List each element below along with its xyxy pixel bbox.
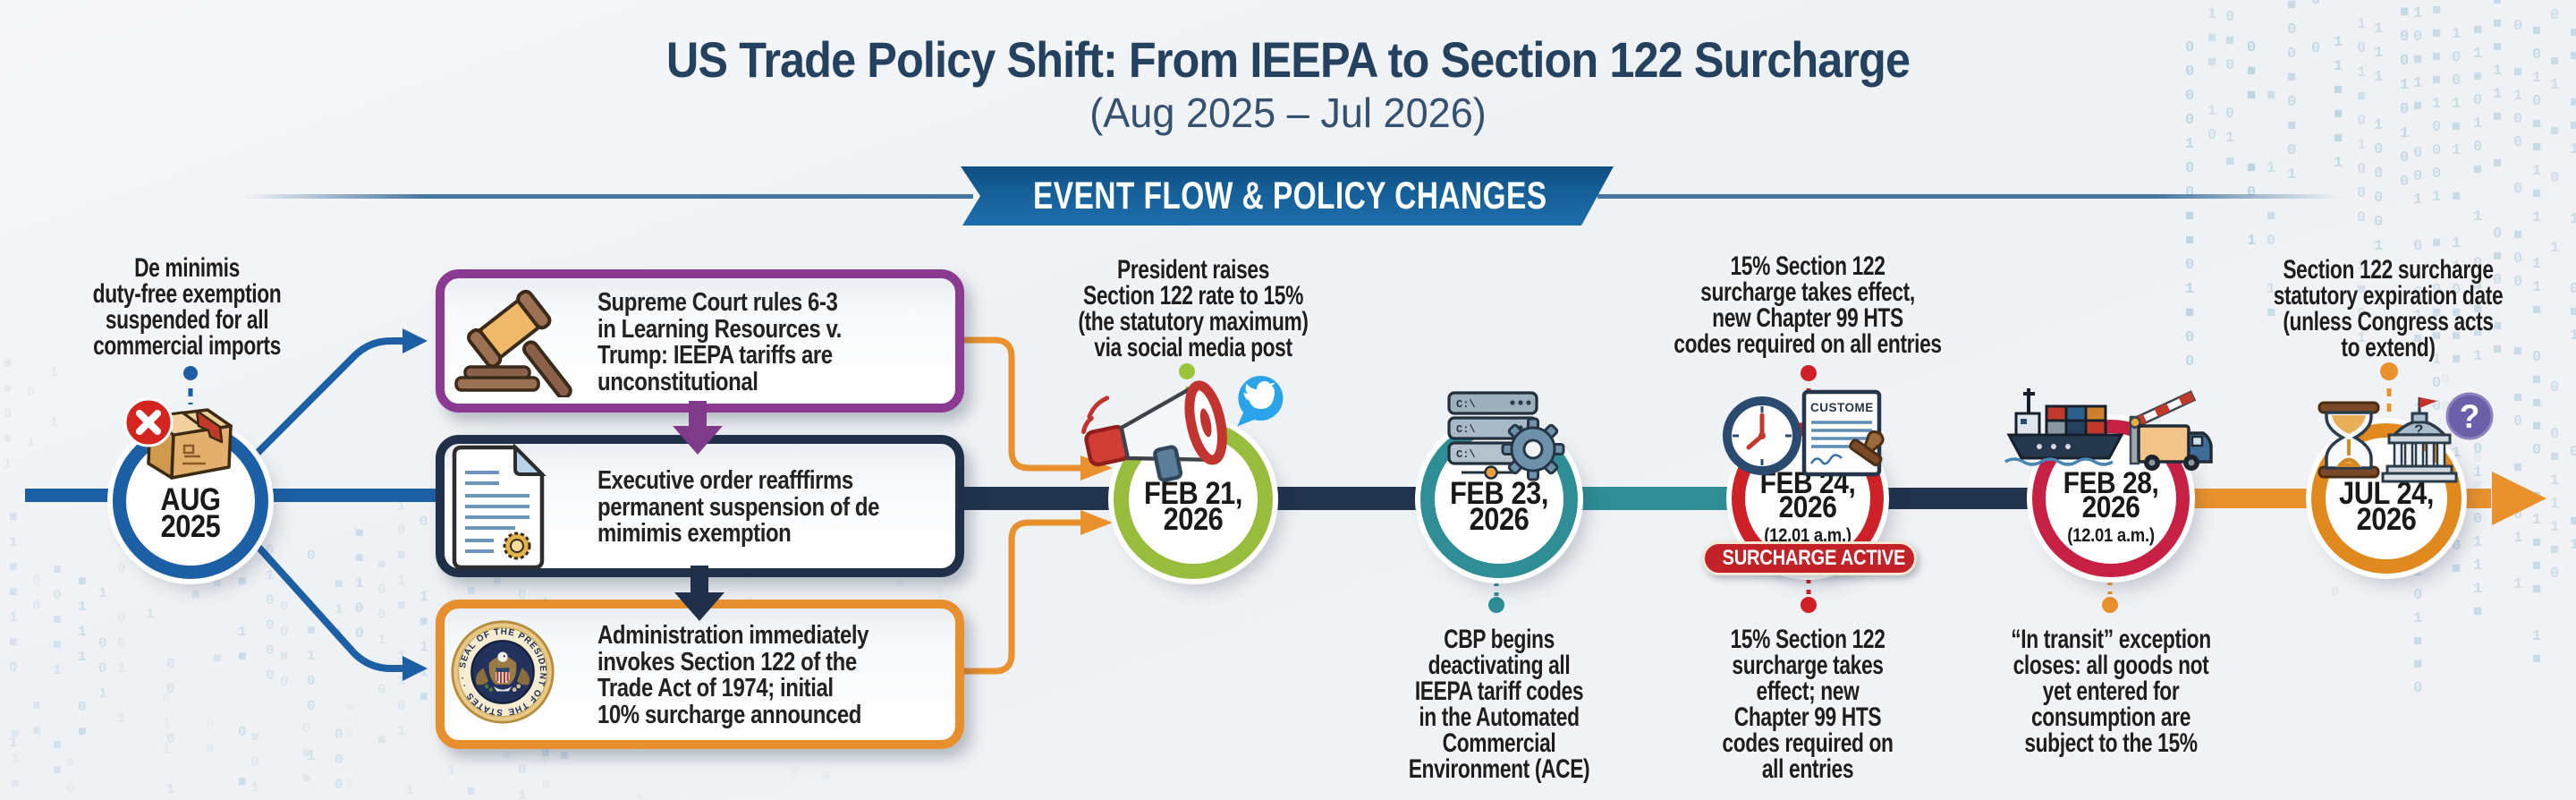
svg-text:C:\: C:\ [1456,448,1476,461]
svg-text:C:\: C:\ [1456,398,1476,411]
svg-text:?: ? [2414,421,2423,438]
svg-text:?: ? [2460,398,2480,435]
svg-text:C:\: C:\ [1456,423,1476,436]
svg-text:CUSTOME: CUSTOME [1810,401,1874,414]
